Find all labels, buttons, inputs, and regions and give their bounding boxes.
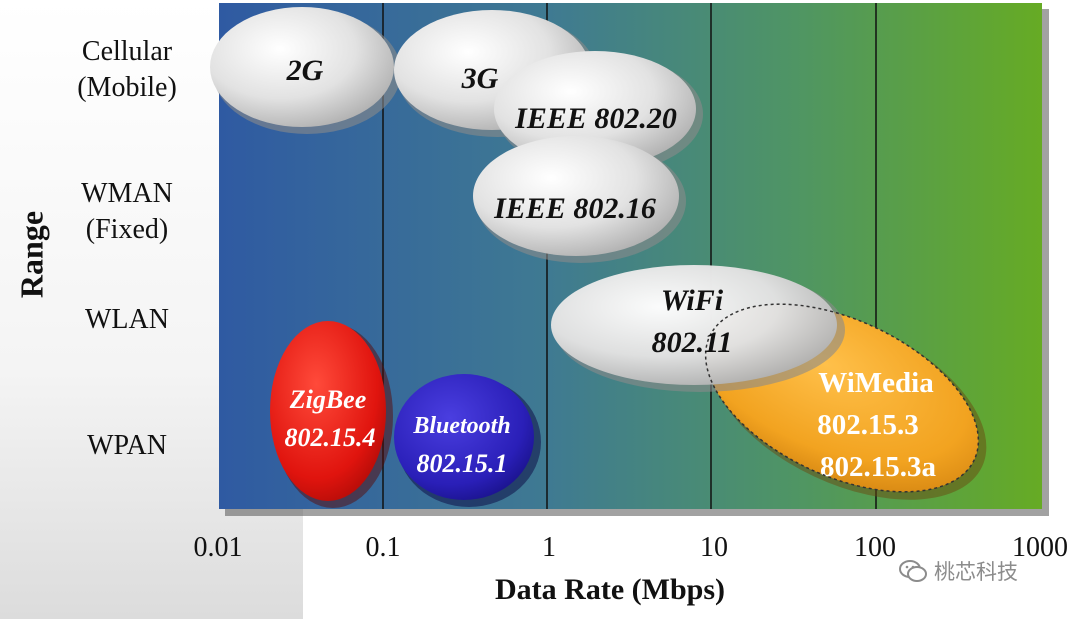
x-axis-title: Data Rate (Mbps): [495, 573, 725, 606]
x-tick-1000: 1000: [1012, 532, 1068, 563]
watermark: 桃芯科技: [898, 556, 1018, 586]
y-category-line1: WLAN: [85, 304, 169, 335]
y-category-wpan: WPAN: [32, 428, 222, 464]
label-ieee-802-16: IEEE 802.16: [493, 192, 656, 225]
y-category-line1: WMAN: [81, 178, 173, 209]
label-802-15-3a: 802.15.3a: [820, 451, 937, 483]
ellipse-2g: 2G: [210, 7, 401, 134]
label-2g: 2G: [286, 54, 324, 87]
label-802-11: 802.11: [652, 326, 733, 359]
x-tick-10: 10: [700, 532, 728, 563]
label-ieee-802-20: IEEE 802.20: [514, 102, 677, 135]
label-wifi: WiFi: [661, 284, 724, 317]
y-category-line2: (Mobile): [77, 72, 177, 103]
label-3g: 3G: [461, 62, 499, 95]
x-tick-1: 1: [542, 532, 556, 563]
y-category-wlan: WLAN: [32, 302, 222, 338]
label-802-15-1: 802.15.1: [417, 449, 508, 478]
wimedia-overlap-outline: [704, 303, 980, 493]
label-802-15-3: 802.15.3: [817, 409, 919, 441]
label-802-15-4: 802.15.4: [285, 423, 376, 452]
x-tick-0-01: 0.01: [193, 532, 243, 563]
ellipse-zigbee: ZigBee 802.15.4: [270, 321, 393, 508]
watermark-text: 桃芯科技: [934, 560, 1018, 584]
ellipse-wifi: WiFi 802.11: [551, 265, 980, 493]
x-tick-100: 100: [854, 532, 896, 563]
label-zigbee: ZigBee: [289, 385, 367, 414]
y-category-line1: WPAN: [87, 430, 167, 461]
label-bluetooth: Bluetooth: [412, 413, 510, 439]
ellipse-ieee-802-16: IEEE 802.16: [473, 136, 686, 263]
y-category-wman: WMAN (Fixed): [32, 176, 222, 248]
wechat-icon: [899, 560, 927, 582]
y-category-line2: (Fixed): [85, 214, 169, 245]
label-wimedia: WiMedia: [818, 367, 934, 399]
x-tick-0-1: 0.1: [365, 532, 401, 563]
y-category-cellular: Cellular (Mobile): [32, 34, 222, 106]
y-category-line1: Cellular: [81, 36, 173, 67]
ellipse-bluetooth: Bluetooth 802.15.1: [394, 374, 541, 507]
